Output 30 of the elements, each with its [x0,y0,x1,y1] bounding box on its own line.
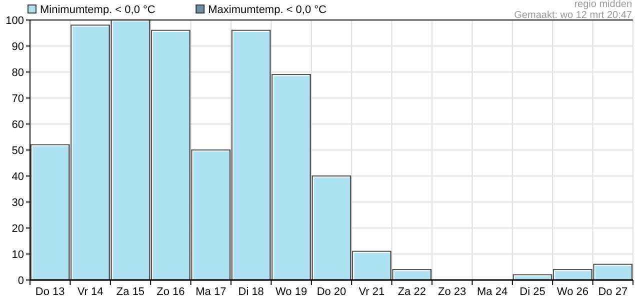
y-tick-label: 80 [12,66,24,79]
x-tick-label: Wo 26 [556,286,588,298]
x-tick-label: Wo 19 [276,286,308,298]
y-tick-label: 30 [12,196,24,209]
x-tick-label: Vr 21 [358,286,385,298]
y-tick-label: 10 [12,248,24,261]
y-tick-label: 70 [12,92,24,105]
y-tick-label: 40 [12,170,24,183]
y-tick-label: 20 [12,222,24,235]
legend-label: Minimumtemp. < 0,0 °C [40,4,156,16]
x-tick-label: Ma 24 [477,286,508,298]
y-tick-label: 60 [12,118,24,131]
x-tick-label: Zo 23 [438,286,466,298]
legend-label: Maximumtemp. < 0,0 °C [208,4,327,16]
y-tick-label: 90 [12,40,24,53]
text: regio midden [574,0,632,10]
y-tick-label: 100 [6,14,24,27]
x-tick-label: Za 22 [398,286,426,298]
x-tick-label: Do 13 [35,286,65,298]
x-tick-label: Di 25 [520,286,546,298]
x-tick-label: Do 27 [598,286,628,298]
x-tick-label: Do 20 [316,286,346,298]
y-tick-label: 0 [18,274,24,287]
x-tick-label: Vr 14 [77,286,104,298]
annotation: Gemaakt: wo 12 mrt 20:47 [514,10,632,21]
x-tick-label: Za 15 [116,286,145,298]
x-tick-label: Di 18 [238,286,264,298]
x-tick-label: Zo 16 [156,286,185,298]
y-tick-label: 50 [12,144,24,157]
x-tick-label: Ma 17 [196,286,226,298]
